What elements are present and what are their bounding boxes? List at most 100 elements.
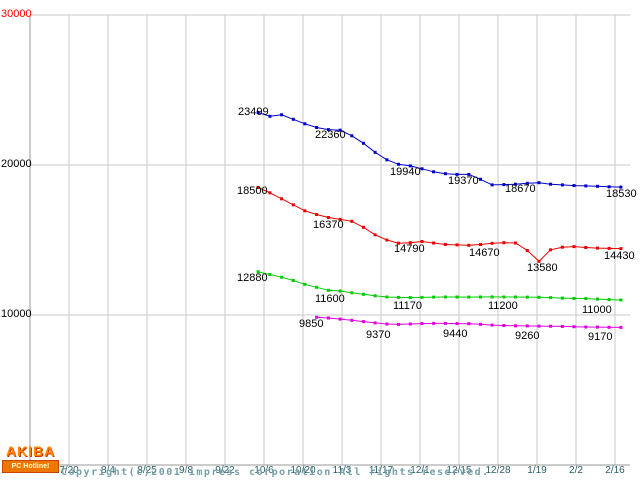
value-label-red: 14670 (469, 247, 500, 259)
y-tick-label: 30000 (1, 8, 32, 20)
value-label-red: 16370 (313, 219, 344, 231)
data-point-marker-green (326, 288, 330, 292)
data-point-marker-blue (373, 150, 377, 154)
data-point-marker-blue (326, 128, 330, 132)
data-point-marker-red (584, 246, 588, 249)
value-label-green: 11000 (582, 304, 612, 316)
value-label-blue: 19940 (390, 166, 421, 178)
data-point-marker-green (256, 270, 260, 274)
data-point-marker-red (408, 241, 412, 245)
data-point-marker-magenta (502, 324, 506, 327)
value-label-green: 11600 (315, 293, 345, 305)
data-point-marker-green (350, 291, 354, 295)
data-point-marker-red (291, 203, 295, 207)
data-point-marker-magenta (479, 322, 482, 326)
value-label-blue: 18670 (505, 183, 536, 195)
data-point-marker-red (397, 241, 400, 245)
value-label-blue: 18530 (606, 188, 637, 200)
data-point-marker-magenta (584, 325, 588, 329)
y-tick-label: 10000 (1, 308, 32, 320)
data-point-marker-blue (315, 126, 319, 129)
data-point-marker-red (490, 241, 494, 245)
data-point-marker-blue (607, 185, 611, 189)
data-point-marker-blue (525, 181, 529, 185)
x-tick-label: 2/2 (569, 465, 583, 476)
data-point-marker-blue (350, 134, 354, 138)
data-point-marker-green (537, 295, 541, 299)
data-point-marker-magenta (525, 324, 529, 328)
x-tick-label: 9/22 (215, 465, 235, 476)
data-point-marker-red (420, 240, 424, 243)
data-point-marker-blue (572, 184, 576, 188)
data-point-marker-blue (420, 167, 424, 171)
data-point-marker-green (490, 295, 494, 299)
data-point-marker-magenta (560, 324, 564, 328)
data-point-marker-blue (560, 183, 564, 187)
data-point-marker-magenta (385, 322, 389, 326)
value-label-magenta: 9440 (443, 328, 468, 340)
data-point-marker-blue (619, 185, 623, 189)
akiba-logo-subtext: PC Hotline! (2, 460, 59, 473)
data-point-marker-blue (432, 170, 436, 174)
data-point-marker-green (502, 295, 506, 299)
x-tick-label: 1/19 (527, 465, 547, 476)
data-point-marker-magenta (420, 322, 424, 326)
x-tick-label: 9/8 (179, 465, 193, 476)
data-point-marker-green (303, 282, 307, 286)
data-point-marker-green (467, 295, 471, 299)
data-point-marker-green (549, 296, 553, 300)
x-tick-label: 2/16 (605, 465, 625, 476)
value-label-blue: 19370 (448, 175, 479, 187)
data-point-marker-red (338, 217, 342, 221)
data-point-marker-green (596, 297, 599, 301)
x-tick-label: 11/17 (368, 465, 394, 476)
data-point-marker-blue (584, 184, 588, 188)
data-point-marker-red (596, 246, 599, 250)
data-point-marker-magenta (596, 325, 599, 329)
value-label-magenta: 9370 (366, 329, 391, 341)
value-label-blue: 23499 (238, 106, 269, 118)
data-point-marker-magenta (514, 324, 517, 328)
data-point-marker-blue (479, 177, 482, 181)
value-label-green: 11170 (393, 300, 422, 312)
data-point-marker-magenta (572, 325, 576, 329)
value-label-magenta: 9850 (299, 318, 324, 330)
data-point-marker-blue (303, 122, 307, 126)
data-point-marker-green (397, 295, 400, 299)
data-point-marker-red (479, 243, 482, 246)
data-point-marker-green (607, 298, 611, 302)
data-point-marker-green (525, 295, 529, 299)
x-tick-label: 8/25 (137, 465, 157, 476)
data-point-marker-green (291, 279, 295, 282)
data-point-marker-blue (256, 111, 260, 114)
data-point-marker-magenta (467, 322, 471, 326)
data-point-marker-green (560, 296, 564, 300)
value-label-red: 14430 (604, 250, 635, 262)
value-label-red: 18500 (237, 185, 268, 197)
data-point-marker-red (256, 186, 260, 189)
data-point-marker-red (619, 247, 623, 251)
data-point-marker-green (385, 295, 389, 299)
data-point-marker-green (408, 296, 412, 300)
value-label-blue: 22360 (315, 129, 346, 141)
data-point-marker-magenta (315, 315, 319, 319)
akiba-logo-text: AKIBA (5, 443, 56, 459)
copyright-line: Copyright(c)2001 impress corporation All… (61, 467, 490, 478)
data-point-marker-blue (596, 184, 599, 188)
data-point-marker-green (268, 273, 272, 276)
data-point-marker-magenta (490, 323, 494, 327)
data-point-marker-red (362, 225, 365, 229)
x-tick-label: 8/4 (101, 465, 115, 476)
value-label-red: 14790 (394, 243, 425, 255)
data-point-marker-blue (280, 113, 284, 117)
y-tick-label: 20000 (1, 158, 32, 170)
data-point-marker-red (525, 249, 529, 252)
data-point-marker-blue (397, 162, 400, 166)
data-point-marker-green (514, 295, 517, 299)
data-point-marker-red (572, 245, 576, 249)
data-point-marker-red (502, 241, 506, 245)
data-point-marker-magenta (549, 324, 553, 328)
data-point-marker-magenta (619, 325, 623, 329)
data-point-marker-green (362, 292, 365, 296)
data-point-marker-magenta (455, 322, 459, 326)
